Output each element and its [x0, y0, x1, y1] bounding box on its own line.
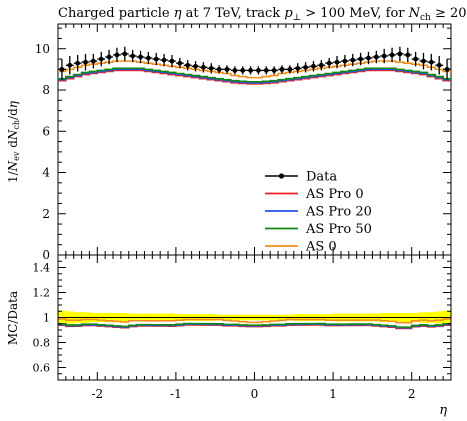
data-point	[153, 56, 159, 62]
ratio-y-tick-label: 1.4	[33, 262, 51, 275]
x-axis-label: η	[439, 403, 447, 418]
ratio-y-tick-label: 0.8	[33, 337, 51, 350]
data-point	[248, 68, 253, 73]
data-point	[303, 64, 308, 70]
data-point	[169, 58, 175, 64]
data-point	[185, 62, 191, 68]
data-point	[67, 62, 73, 68]
y-tick-label: 10	[35, 42, 50, 56]
ratio-series-group	[58, 318, 451, 330]
y-tick-label: 8	[42, 83, 50, 97]
data-point	[326, 60, 332, 66]
data-point	[130, 53, 136, 59]
mc-line-as-pro-0	[58, 69, 451, 85]
data-point	[358, 56, 364, 62]
data-point	[295, 65, 301, 71]
legend-label: AS Pro 0	[305, 187, 364, 202]
data-point	[256, 68, 261, 73]
data-point	[263, 68, 269, 73]
main-axis-ticks	[57, 24, 452, 256]
y-tick-label: 6	[42, 124, 50, 138]
legend-label: AS 0	[305, 240, 337, 255]
x-tick-label: -1	[170, 387, 182, 401]
data-point	[381, 53, 387, 59]
x-tick-label: 0	[251, 387, 259, 401]
chart-title: Charged particle η at 7 TeV, track p⊥ > …	[58, 6, 467, 23]
data-point	[83, 59, 88, 65]
data-point	[193, 63, 198, 69]
data-points-group	[58, 46, 451, 80]
ratio-y-tick-labels: 0.6 0.8 1 1.2 1.4	[33, 262, 51, 375]
ratio-y-tick-label: 1	[43, 312, 50, 325]
data-point	[177, 60, 183, 66]
data-point	[318, 62, 324, 68]
ratio-line-as-0	[58, 318, 451, 324]
x-tick-label: 1	[329, 387, 337, 401]
main-y-tick-labels: 0 2 4 6 8 10	[35, 42, 51, 262]
data-point	[413, 56, 419, 62]
data-point	[232, 68, 238, 73]
data-point	[90, 58, 96, 64]
ratio-y-axis-label: MC/Data	[6, 291, 20, 345]
data-point	[224, 66, 230, 72]
data-point	[75, 60, 81, 66]
x-tick-label: 2	[408, 387, 416, 401]
data-point	[389, 52, 395, 58]
ratio-y-tick-label: 0.6	[33, 362, 51, 375]
data-point	[208, 65, 214, 71]
data-point	[334, 59, 340, 65]
x-tick-labels: -2 -1 0 1 2	[91, 387, 415, 401]
data-point	[366, 55, 371, 61]
data-point	[373, 54, 379, 60]
y-tick-label: 2	[42, 207, 50, 221]
data-point	[279, 66, 285, 72]
y-tick-label: 0	[42, 248, 50, 262]
data-point	[342, 58, 348, 64]
data-point	[397, 51, 403, 57]
data-point	[201, 64, 206, 70]
ratio-axis-ticks	[57, 255, 452, 380]
mc-line-as-pro-20	[58, 68, 451, 84]
data-point	[350, 57, 356, 63]
legend-label: Data	[306, 170, 337, 185]
x-tick-label: -2	[91, 387, 103, 401]
data-point	[287, 66, 293, 72]
data-point	[240, 68, 246, 73]
data-point	[421, 58, 426, 64]
legend-data-marker	[278, 173, 285, 179]
mc-line-as-0	[58, 60, 451, 79]
data-point	[145, 55, 151, 61]
ratio-line-as-pro-50	[58, 322, 451, 328]
data-point	[428, 59, 434, 65]
legend-label: AS Pro 50	[305, 222, 372, 237]
data-point	[311, 63, 316, 69]
y-tick-label: 4	[42, 166, 50, 180]
legend-label: AS Pro 20	[305, 205, 372, 220]
data-point	[271, 68, 277, 73]
data-point	[138, 54, 143, 60]
data-point	[106, 54, 112, 60]
data-point	[161, 57, 167, 63]
data-point	[122, 51, 128, 57]
data-point	[216, 66, 222, 72]
ratio-plot-panel: 0.6 0.8 1 1.2 1.4 -2 -1 0 1 2	[33, 254, 452, 401]
ratio-y-tick-label: 1.2	[33, 287, 51, 300]
data-point	[405, 52, 411, 58]
data-point	[444, 66, 450, 72]
data-point	[59, 66, 65, 72]
data-point	[436, 62, 442, 68]
legend: Data AS Pro 0 AS Pro 20 AS Pro 50 AS 0	[265, 170, 372, 255]
main-y-axis-label: 1/Nev dNch/dη	[6, 100, 21, 183]
data-point	[98, 56, 104, 62]
mc-series-group	[58, 60, 451, 85]
data-point	[114, 52, 120, 58]
mc-line-as-pro-50	[58, 67, 451, 83]
main-plot-panel: 0 2 4 6 8 10	[35, 23, 452, 262]
